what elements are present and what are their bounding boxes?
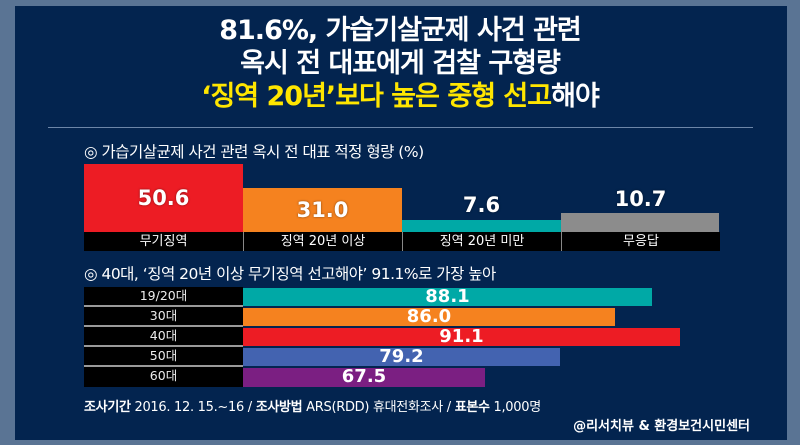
survey-info: 조사기간 2016. 12. 15.~16 / 조사방법 ARS(RDD) 휴대… [84, 396, 541, 415]
category-label: 징역 20년 미만 [402, 232, 561, 251]
section2-heading: ◎ 40대, ‘징역 20년 이상 무기징역 선고해야’ 91.1%로 가장 높… [84, 265, 496, 283]
title-divider [48, 127, 753, 128]
credit: @리서치뷰 & 환경보건시민센터 [573, 419, 750, 434]
headline-line-1: 81.6%, 가습기살균제 사건 관련 [219, 15, 582, 46]
age-label: 60대 [84, 367, 243, 387]
bar-life-sentence [84, 164, 243, 232]
bar-value: 67.5 [341, 366, 387, 387]
bar-value: 31.0 [296, 198, 349, 222]
sample-value: 1,000명 [489, 400, 542, 415]
section1-heading: ◎ 가습기살균제 사건 관련 옥시 전 대표 적정 형량 (%) [84, 143, 424, 161]
bar-age-40 [243, 328, 680, 346]
bar-value: 79.2 [379, 346, 424, 367]
bar-value: 50.6 [137, 186, 190, 210]
period-label: 조사기간 [84, 400, 131, 415]
age-label: 50대 [84, 347, 243, 367]
headline-line-3: ‘징역 20년’보다 높은 중형 선고해야 [0, 80, 800, 113]
bar-under-20-years [402, 220, 561, 232]
bar-over-20-years [243, 188, 402, 232]
method-label: 조사방법 [255, 400, 303, 415]
period-value: 2016. 12. 15.~16 / [130, 400, 256, 415]
category-label: 무기징역 [84, 232, 243, 251]
headline-tail: 해야 [551, 81, 600, 112]
age-label: 40대 [84, 327, 243, 347]
headline: 81.6%, 가습기살균제 사건 관련 옥시 전 대표에게 검찰 구형량 ‘징역… [0, 14, 800, 113]
age-label: 30대 [84, 307, 243, 327]
bar-value: 10.7 [614, 187, 667, 211]
bar-age-50 [243, 348, 560, 366]
headline-highlight: ‘징역 20년’보다 높은 중형 선고 [201, 81, 552, 112]
bar-value: 7.6 [462, 193, 501, 217]
category-label: 무응답 [561, 232, 720, 251]
age-label: 19/20대 [84, 287, 243, 307]
sample-label: 표본수 [454, 400, 490, 415]
bar-age-60 [243, 368, 485, 387]
bar-age-30 [243, 308, 615, 326]
bar-value: 88.1 [425, 286, 470, 307]
headline-line-2: 옥시 전 대표에게 검찰 구형량 [240, 48, 561, 79]
method-value: ARS(RDD) 휴대전화조사 / [302, 400, 455, 415]
bar-value: 91.1 [439, 326, 484, 347]
category-label: 징역 20년 이상 [243, 232, 402, 251]
bar-value: 86.0 [406, 306, 452, 327]
bar-age-19-20 [243, 288, 652, 306]
bar-no-answer [561, 213, 719, 232]
